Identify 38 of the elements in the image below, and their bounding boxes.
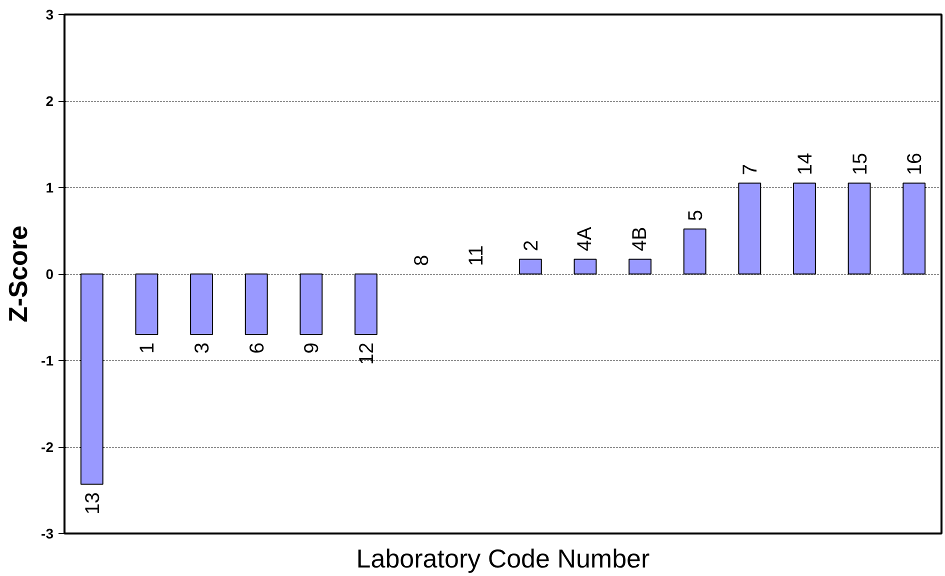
x-tick-label: 1 (136, 342, 159, 354)
bar (244, 274, 268, 336)
y-tick-label: 2 (46, 93, 54, 109)
bar (135, 274, 158, 336)
bar (848, 182, 871, 274)
bar (190, 274, 213, 336)
x-tick-label: 12 (356, 342, 378, 365)
x-tick-label: 16 (904, 152, 926, 176)
x-tick-label: 8 (410, 254, 433, 266)
y-tick-label: 0 (46, 266, 54, 282)
y-tick-label: 1 (46, 180, 54, 196)
bar (574, 258, 597, 274)
bar (902, 182, 926, 274)
y-axis-title: Z-Score (3, 226, 34, 322)
bar (738, 182, 762, 274)
x-tick-label: 5 (684, 210, 707, 222)
bar (628, 258, 652, 274)
x-tick-label: 6 (246, 342, 268, 354)
x-tick-label: 7 (740, 164, 762, 176)
x-tick-label: 15 (849, 152, 872, 176)
y-tick-label: -1 (41, 352, 54, 368)
x-tick-label: 11 (466, 245, 488, 266)
bar (300, 274, 323, 336)
y-tick-label: -3 (41, 526, 54, 542)
x-tick-label: 4B (629, 226, 652, 252)
x-axis-title: Laboratory Code Number (356, 544, 650, 574)
x-tick-label: 9 (301, 342, 324, 354)
bar (793, 182, 816, 274)
bar (354, 274, 378, 336)
y-tick-label: 3 (46, 6, 54, 22)
x-tick-label: 14 (794, 152, 816, 176)
x-tick-label: 4A (574, 226, 596, 252)
x-tick-label: 13 (82, 492, 104, 514)
x-tick-label: 3 (192, 342, 214, 354)
y-tick-label: -2 (41, 439, 54, 455)
bar (683, 228, 706, 274)
bar (518, 258, 542, 274)
x-tick-label: 2 (520, 240, 542, 252)
